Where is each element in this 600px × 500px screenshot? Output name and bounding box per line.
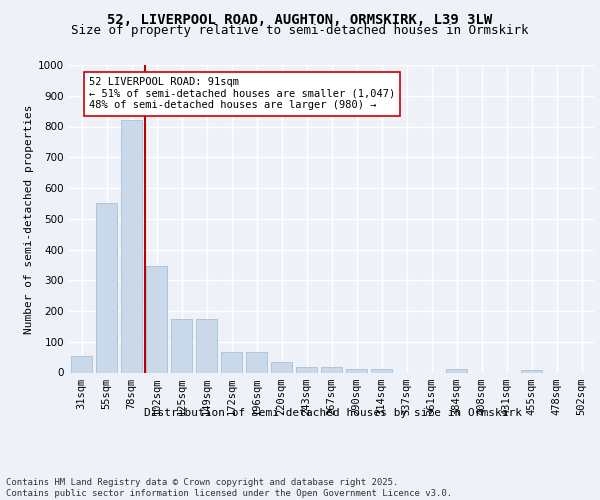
Bar (146, 266, 167, 372)
Text: Size of property relative to semi-detached houses in Ormskirk: Size of property relative to semi-detach… (71, 24, 529, 37)
Bar (96, 204, 117, 372)
Bar (221, 352, 242, 372)
Bar (296, 368, 317, 372)
Bar (71, 356, 92, 372)
Bar (246, 352, 267, 372)
Bar (196, 318, 217, 372)
Text: 52 LIVERPOOL ROAD: 91sqm
← 51% of semi-detached houses are smaller (1,047)
48% o: 52 LIVERPOOL ROAD: 91sqm ← 51% of semi-d… (89, 78, 395, 110)
Bar (446, 370, 467, 372)
Y-axis label: Number of semi-detached properties: Number of semi-detached properties (24, 104, 34, 334)
Text: Contains HM Land Registry data © Crown copyright and database right 2025.
Contai: Contains HM Land Registry data © Crown c… (6, 478, 452, 498)
Bar (521, 370, 542, 372)
Bar (171, 318, 192, 372)
Bar (346, 370, 367, 372)
Bar (321, 368, 342, 372)
Text: 52, LIVERPOOL ROAD, AUGHTON, ORMSKIRK, L39 3LW: 52, LIVERPOOL ROAD, AUGHTON, ORMSKIRK, L… (107, 12, 493, 26)
Bar (121, 120, 142, 372)
Bar (271, 362, 292, 372)
Bar (371, 370, 392, 372)
Text: Distribution of semi-detached houses by size in Ormskirk: Distribution of semi-detached houses by … (144, 408, 522, 418)
